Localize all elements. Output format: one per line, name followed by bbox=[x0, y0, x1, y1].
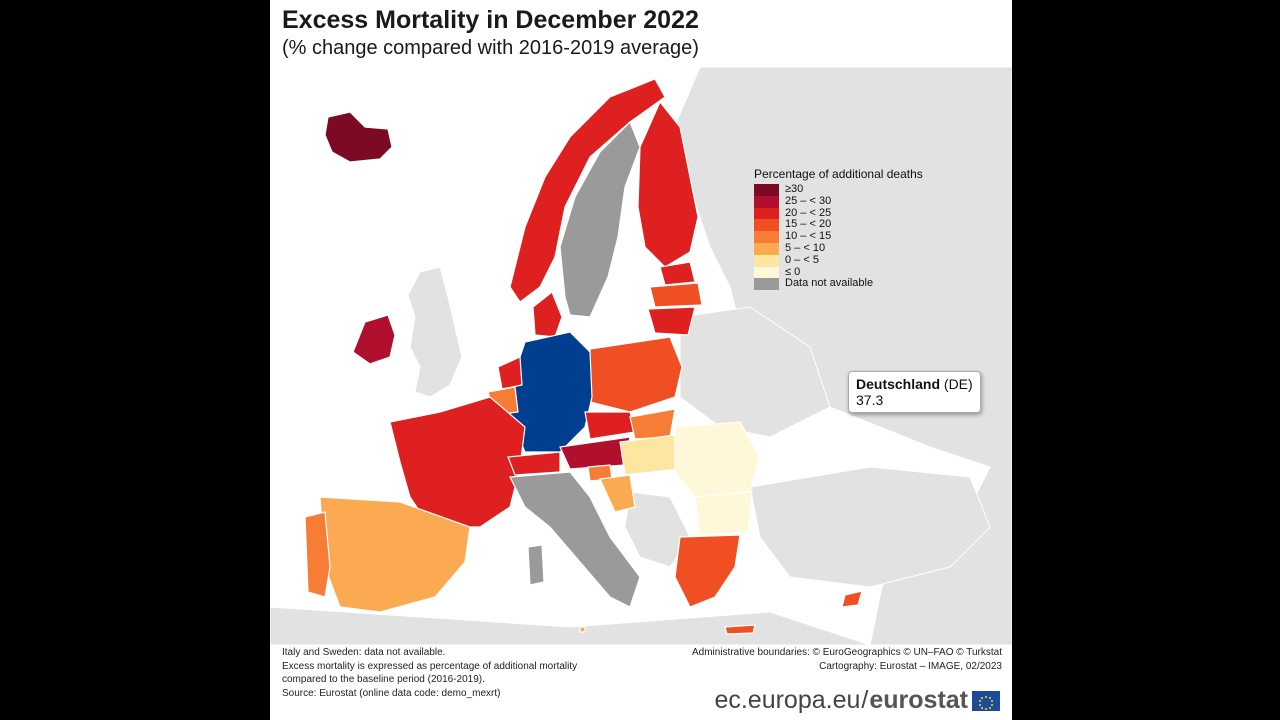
legend-label: 25 – < 30 bbox=[785, 194, 832, 207]
legend-label: 20 – < 25 bbox=[785, 206, 832, 219]
legend-title: Percentage of additional deaths bbox=[754, 167, 923, 181]
lithuania-shape bbox=[647, 306, 696, 336]
hungary-shape bbox=[619, 434, 679, 476]
country-tooltip: Deutschland (DE) 37.3 bbox=[848, 371, 981, 413]
legend-swatch bbox=[754, 207, 779, 220]
norway-shape bbox=[509, 78, 666, 303]
legend-item: 25 – < 30 bbox=[754, 194, 923, 208]
footnotes: Italy and Sweden: data not available. Ex… bbox=[282, 646, 642, 700]
legend-swatch bbox=[754, 184, 779, 196]
map-panel: Excess Mortality in December 2022 (% cha… bbox=[270, 0, 1012, 720]
legend-item: ≤ 0 bbox=[754, 265, 923, 279]
brand-separator: / bbox=[861, 686, 869, 714]
credits: Administrative boundaries: © EuroGeograp… bbox=[692, 646, 1002, 673]
iceland-shape bbox=[324, 111, 393, 163]
balkans-noneu bbox=[624, 491, 691, 568]
credits-line: Administrative boundaries: © EuroGeograp… bbox=[691, 647, 1002, 658]
map-title: Excess Mortality in December 2022 bbox=[282, 6, 699, 34]
footnote-line: Italy and Sweden: data not available. bbox=[282, 647, 446, 658]
footnote-line: Source: Eurostat (online data code: demo… bbox=[282, 687, 501, 699]
netherlands-shape bbox=[497, 356, 523, 390]
eurostat-brand[interactable]: ec.europa.eu / eurostat bbox=[714, 686, 1000, 715]
legend-swatch bbox=[754, 195, 779, 208]
italy-shape bbox=[509, 471, 641, 608]
legend-swatch bbox=[754, 254, 779, 267]
legend-label: 0 – < 5 bbox=[785, 253, 819, 266]
legend-item: 10 – < 15 bbox=[754, 230, 923, 243]
map-subtitle: (% change compared with 2016-2019 averag… bbox=[282, 37, 699, 59]
estonia-shape bbox=[659, 261, 696, 286]
legend-label: Data not available bbox=[785, 277, 874, 290]
eu-flag-icon bbox=[972, 690, 1000, 711]
legend-label: ≥30 bbox=[785, 183, 804, 195]
portugal-shape bbox=[304, 511, 331, 598]
spain-shape bbox=[319, 496, 471, 613]
crete-shape bbox=[724, 624, 756, 635]
brand-url: ec.europa.eu bbox=[714, 686, 861, 714]
turkey-landmass bbox=[749, 466, 991, 588]
legend-item: Data not available bbox=[754, 277, 923, 291]
legend-swatch bbox=[754, 242, 779, 255]
latvia-shape bbox=[649, 282, 703, 308]
credits-line: Cartography: Eurostat – IMAGE, 02/2023 bbox=[819, 660, 1002, 672]
croatia-shape bbox=[599, 474, 636, 513]
ireland-shape bbox=[352, 314, 396, 365]
legend-swatch bbox=[754, 278, 779, 291]
sweden-shape bbox=[559, 120, 641, 318]
legend-label: 15 – < 20 bbox=[785, 218, 832, 231]
tooltip-value: 37.3 bbox=[856, 392, 884, 408]
ukraine-belarus bbox=[679, 306, 831, 438]
legend-item: ≥30 bbox=[754, 183, 923, 196]
uk-landmass bbox=[407, 266, 463, 398]
legend-swatch bbox=[754, 219, 779, 232]
legend-item: 0 – < 5 bbox=[754, 253, 923, 267]
greece-shape bbox=[674, 534, 741, 608]
cyprus-shape bbox=[841, 590, 863, 608]
map-legend: Percentage of additional deaths ≥30 25 –… bbox=[754, 167, 923, 291]
legend-label: ≤ 0 bbox=[785, 265, 801, 278]
tooltip-header: Deutschland (DE) bbox=[856, 376, 973, 392]
denmark-shape bbox=[532, 291, 563, 338]
legend-label: 5 – < 10 bbox=[785, 241, 826, 254]
legend-swatch bbox=[754, 231, 779, 243]
footnote-line: compared to the baseline period (2016-20… bbox=[282, 674, 485, 685]
france-shape bbox=[389, 396, 526, 528]
tooltip-code: (DE) bbox=[943, 376, 973, 392]
legend-item: 20 – < 25 bbox=[754, 206, 923, 220]
legend-label: 10 – < 15 bbox=[785, 230, 832, 243]
legend-item: 5 – < 10 bbox=[754, 241, 923, 255]
switzerland-shape bbox=[507, 451, 561, 476]
finland-shape bbox=[637, 100, 699, 268]
north-africa-landmass bbox=[270, 606, 871, 645]
malta-shape bbox=[579, 626, 586, 633]
footnote-line: Excess mortality is expressed as percent… bbox=[282, 660, 578, 672]
legend-item: 15 – < 20 bbox=[754, 218, 923, 232]
brand-name: eurostat bbox=[869, 686, 968, 714]
bulgaria-shape bbox=[694, 491, 753, 536]
tooltip-country: Deutschland bbox=[856, 376, 941, 392]
sardinia-shape bbox=[527, 544, 545, 586]
europe-map bbox=[270, 67, 1012, 645]
legend-swatch bbox=[754, 266, 779, 279]
